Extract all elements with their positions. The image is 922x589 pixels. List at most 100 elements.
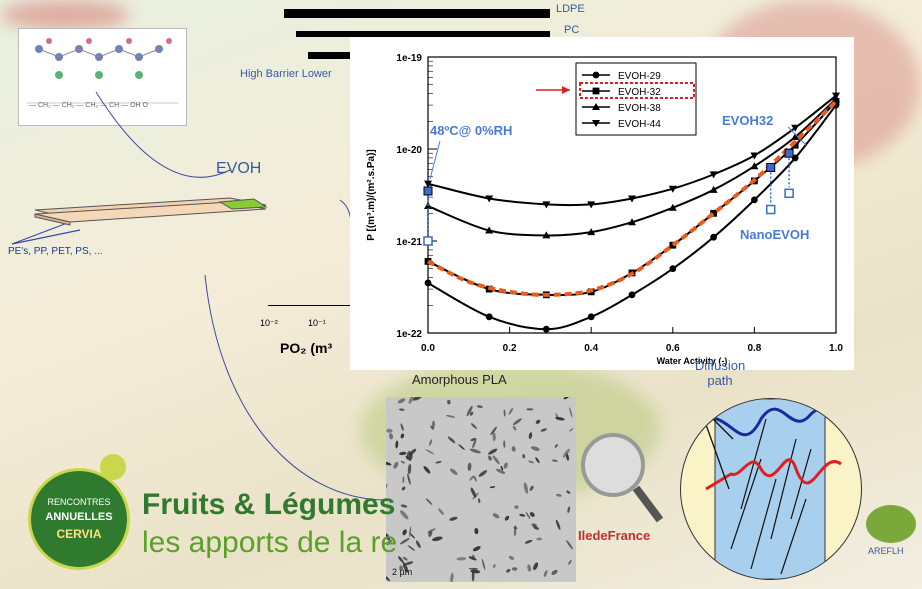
- rencontres-line1: RENCONTRES: [47, 497, 111, 507]
- micro-particle: [449, 468, 458, 475]
- micro-particle: [386, 428, 393, 433]
- laminate-film-icon: [34, 197, 268, 226]
- micro-particle: [398, 556, 404, 564]
- micro-particle: [522, 454, 526, 459]
- micro-particle: [468, 567, 478, 570]
- micro-particle: [563, 397, 570, 400]
- legend-highlight-box: [579, 82, 695, 99]
- micro-particle: [469, 411, 474, 416]
- micro-particle: [531, 523, 537, 528]
- po2-axis-label: PO₂ (m³: [280, 340, 333, 356]
- micro-particle: [566, 490, 571, 494]
- micro-particle: [472, 554, 475, 560]
- point-evoh-44-6: [709, 171, 718, 179]
- micro-particle: [503, 440, 506, 448]
- permeability-chart: 1e-19 1e-20 1e-21 1e-22 0.0 0.2 0.4 0.6 0.8 1.0 P …: [366, 53, 843, 366]
- micro-particle: [527, 564, 532, 572]
- micro-particle: [472, 492, 479, 500]
- evoh32-point-1: [766, 162, 776, 172]
- micro-particle: [393, 461, 399, 469]
- micro-particle: [450, 572, 454, 582]
- micro-particle: [478, 470, 488, 477]
- micro-particle: [488, 455, 492, 461]
- scale-bar-label: 2 µm: [392, 567, 413, 577]
- point-evoh-29-5: [669, 265, 677, 273]
- nano-point-2: [784, 188, 794, 199]
- nano-annotation: NanoEVOH: [740, 227, 809, 242]
- micro-particle: [469, 475, 474, 481]
- point-evoh-38-2: [542, 231, 551, 239]
- micro-particle: [447, 436, 456, 444]
- pla-micrograph-image: 2 µm: [386, 397, 576, 582]
- diffusion-path-diagram: [680, 398, 862, 580]
- point-evoh-38-6: [709, 185, 718, 193]
- micro-particle: [528, 460, 535, 464]
- micro-particle: [554, 444, 558, 448]
- micro-particle: [395, 440, 399, 449]
- legend-marker-3: [592, 120, 600, 127]
- micro-particle: [514, 505, 519, 509]
- po2-axis-line: [268, 305, 350, 306]
- micro-particle: [406, 450, 411, 459]
- point-evoh-44-2: [542, 201, 551, 209]
- micro-particle: [492, 513, 500, 519]
- y-tick-label-0: 1e-19: [396, 53, 422, 64]
- micro-particle: [492, 432, 496, 442]
- micro-particle: [551, 459, 558, 462]
- micro-particle: [423, 466, 431, 474]
- micro-particle: [399, 510, 409, 520]
- legend-marker-0: [592, 71, 600, 79]
- point-evoh-29-3: [587, 313, 595, 321]
- micro-particle: [562, 448, 570, 458]
- micro-particle: [402, 562, 409, 573]
- micro-particle: [529, 512, 535, 517]
- x-axis-label: Water Activity (-): [657, 356, 728, 366]
- substrates-label: PE's, PP, PET, PS, ...: [8, 246, 103, 257]
- micro-particle: [472, 438, 477, 449]
- micro-particle: [535, 419, 541, 424]
- evoh32-point-0: [423, 186, 433, 196]
- areflh-label: AREFLH: [868, 546, 904, 556]
- logo-dot: [100, 454, 126, 480]
- point-evoh-29-0: [424, 279, 432, 287]
- background-fruit-blob: [0, 0, 130, 30]
- micro-particle: [511, 446, 516, 452]
- micro-particle: [535, 457, 540, 464]
- nano-point-0: [423, 236, 433, 246]
- diffusion-drawing: [698, 399, 852, 579]
- pc-bar: [296, 31, 550, 37]
- micro-particle: [551, 569, 558, 575]
- molecule-drawing: — CH₂ — CH₂ — CH₂ — CH — OH O: [27, 38, 179, 109]
- micro-particle: [407, 463, 412, 475]
- point-evoh-29-7: [751, 196, 758, 204]
- diffusion-path-label: Diffusion path: [694, 358, 746, 388]
- micro-particle: [407, 473, 411, 485]
- micro-particle: [503, 462, 508, 469]
- point-evoh-38-4: [628, 218, 636, 226]
- point-evoh-44-1: [485, 195, 494, 203]
- series-line-evoh-44: [427, 94, 837, 207]
- temp-annotation-arrow: [429, 140, 441, 180]
- y-tick-label-2: 1e-21: [396, 237, 422, 248]
- micro-particle: [458, 444, 465, 451]
- ldpe-label: LDPE: [556, 3, 585, 15]
- micro-particle: [512, 418, 522, 426]
- micro-particle: [400, 433, 405, 439]
- micro-particle: [529, 485, 534, 491]
- micro-particle: [425, 449, 435, 455]
- micro-particle: [540, 428, 547, 432]
- micro-particle: [493, 564, 496, 569]
- evoh32-annotation-arrow: [787, 126, 807, 146]
- micro-particle: [519, 513, 526, 517]
- point-evoh-44-7: [750, 152, 759, 160]
- point-evoh-32-6: [710, 209, 717, 217]
- micro-particle: [488, 448, 498, 455]
- y-tick-label-1: 1e-20: [396, 145, 422, 156]
- micro-particle: [389, 433, 394, 440]
- point-evoh-38-8: [791, 133, 800, 141]
- molecule-structure-image: — CH₂ — CH₂ — CH₂ — CH — OH O: [18, 28, 187, 126]
- micro-particle: [508, 407, 514, 415]
- micro-particle: [569, 428, 574, 432]
- rencontres-logo: RENCONTRES ANNUELLES CERVIA: [28, 468, 130, 570]
- micro-particle: [386, 574, 391, 582]
